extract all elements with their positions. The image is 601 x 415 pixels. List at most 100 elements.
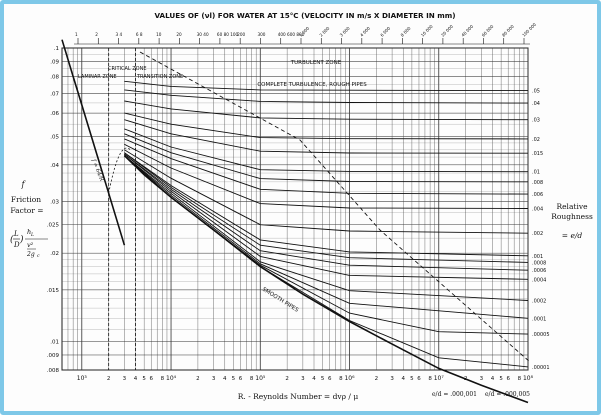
right-roughness-label: .00001 <box>532 365 550 371</box>
top-tick-label: 40 000 <box>460 24 474 38</box>
series-curve-.002 <box>124 149 529 234</box>
ylabel-left-line-3: Factor = <box>10 206 43 215</box>
top-tick-label: 3 000 <box>339 25 351 37</box>
ylabel-left-line-2: Friction <box>11 195 41 204</box>
svg-text:c: c <box>37 254 40 259</box>
series-curve-.01 <box>124 128 529 173</box>
ylabel-right-line-2: Roughness <box>551 212 593 221</box>
right-roughness-label: .04 <box>532 101 540 107</box>
ylabel-left-line-1: f <box>21 180 27 189</box>
x-tick-label: 3 <box>390 376 394 382</box>
top-tick-label: 20 <box>176 32 182 37</box>
x-tick-label: 10³ <box>77 375 88 382</box>
x-tick-label: 2 <box>375 376 379 382</box>
x-tick-label: 2 <box>196 376 200 382</box>
x-tick-label: 5 <box>410 376 414 382</box>
series-curve-.008 <box>124 133 529 183</box>
y-tick-label: .025 <box>47 223 60 229</box>
top-tick-label: 2 <box>95 32 98 37</box>
series-curve-.02 <box>124 112 529 140</box>
top-tick-label: 60 80 100 <box>217 32 239 37</box>
series-curve-.004 <box>124 143 529 209</box>
annotation-ed-000001: e/d = .000,001 <box>432 391 477 398</box>
top-tick-label: 6 000 <box>379 25 391 37</box>
right-roughness-label: .03 <box>532 118 540 124</box>
svg-text:): ) <box>19 234 24 245</box>
x-tick-label: 8 <box>428 376 432 382</box>
x-tick-label: 2 <box>107 376 111 382</box>
right-roughness-label: .0008 <box>532 260 546 266</box>
top-tick-label: 100 000 <box>521 22 537 38</box>
x-tick-label: 3 <box>480 376 484 382</box>
svg-text:v²: v² <box>27 241 34 249</box>
series-curve-.015 <box>124 119 529 154</box>
right-roughness-label: .01 <box>532 170 540 176</box>
x-tick-label: 10⁸ <box>523 375 534 382</box>
svg-text:L: L <box>13 230 19 238</box>
x-tick-label: 10⁶ <box>344 375 355 382</box>
y-tick-label: .07 <box>50 91 59 97</box>
y-tick-label: .05 <box>50 134 59 140</box>
top-tick-label: 30 40 <box>197 32 209 37</box>
y-tick-label: .04 <box>50 163 59 169</box>
right-roughness-label: .02 <box>532 137 540 143</box>
top-tick-label: 10 000 <box>420 24 434 38</box>
plot-border <box>61 47 529 371</box>
right-roughness-label: .0006 <box>532 268 546 274</box>
right-roughness-label: .002 <box>532 231 543 237</box>
y-tick-label: .08 <box>50 74 59 80</box>
ylabel-right: Relative Roughness = e/d <box>551 202 593 240</box>
top-tick-label: 300 <box>257 32 265 37</box>
chart-title: VALUES OF (νl) FOR WATER AT 15°C (VELOCI… <box>154 11 455 20</box>
top-tick-label: 10 <box>156 32 162 37</box>
y-tick-label: .01 <box>50 340 59 346</box>
series-curve-.0002 <box>124 155 529 301</box>
series-curve-.006 <box>124 138 529 195</box>
right-roughness-label: .004 <box>532 206 543 212</box>
zone-label-complete-turbulence: COMPLETE TURBULENCE, ROUGH PIPES <box>257 82 367 88</box>
x-tick-label: 6 <box>417 376 421 382</box>
top-tick-label: 80 000 <box>501 24 515 38</box>
series-curve-.05 <box>124 80 529 92</box>
y-tick-label: .02 <box>50 251 59 257</box>
x-tick-label: 10⁴ <box>166 375 177 382</box>
series-curve-.04 <box>124 89 529 104</box>
x-tick-label: 4 <box>491 376 495 382</box>
zone-label-turbulent: TURBULENT ZONE <box>290 60 342 66</box>
y-tick-label: .06 <box>50 111 59 117</box>
right-roughness-label: .0002 <box>532 298 546 304</box>
x-tick-label: 6 <box>239 376 243 382</box>
top-tick-label: 20 000 <box>440 24 454 38</box>
x-tick-label: 5 <box>321 376 325 382</box>
right-roughness-label: .006 <box>532 192 543 198</box>
x-tick-label: 3 <box>212 376 216 382</box>
y-tick-label: .09 <box>50 59 59 65</box>
top-tick-label: 60 000 <box>481 24 495 38</box>
critical-zone-transition-curve <box>108 147 131 194</box>
series-curve-laminar <box>61 39 126 246</box>
right-roughness-label: .0001 <box>532 316 546 322</box>
x-tick-label: 8 <box>161 376 165 382</box>
y-tick-label: .008 <box>47 368 60 374</box>
x-tick-label: 3 <box>123 376 127 382</box>
x-tick-label: 3 <box>301 376 305 382</box>
y-tick-label: .03 <box>50 199 59 205</box>
svg-text:L: L <box>30 232 34 238</box>
smooth-pipes-label: SMOOTH PIPES <box>261 287 300 314</box>
x-tick-label: 4 <box>134 376 138 382</box>
top-tick-label: 1 <box>75 32 78 37</box>
ylabel-left-formula-picture: ( L D ) h L v² 2g c <box>10 228 48 259</box>
x-tick-label: 5 <box>499 376 503 382</box>
x-tick-label: 10⁵ <box>255 375 266 382</box>
top-tick-label: 4 000 <box>359 25 371 37</box>
x-tick-label: 8 <box>518 376 522 382</box>
top-tick-label: 6 8 <box>136 32 143 37</box>
svg-text:2g: 2g <box>26 251 35 258</box>
x-tick-label: 8 <box>250 376 254 382</box>
svg-text:h: h <box>27 228 31 236</box>
ylabel-left: f Friction Factor = ( L D ) h L v² 2g c <box>10 180 48 259</box>
top-tick-label: 8 000 <box>400 25 412 37</box>
y-tick-label: .015 <box>47 288 60 294</box>
svg-text:D: D <box>13 241 20 249</box>
